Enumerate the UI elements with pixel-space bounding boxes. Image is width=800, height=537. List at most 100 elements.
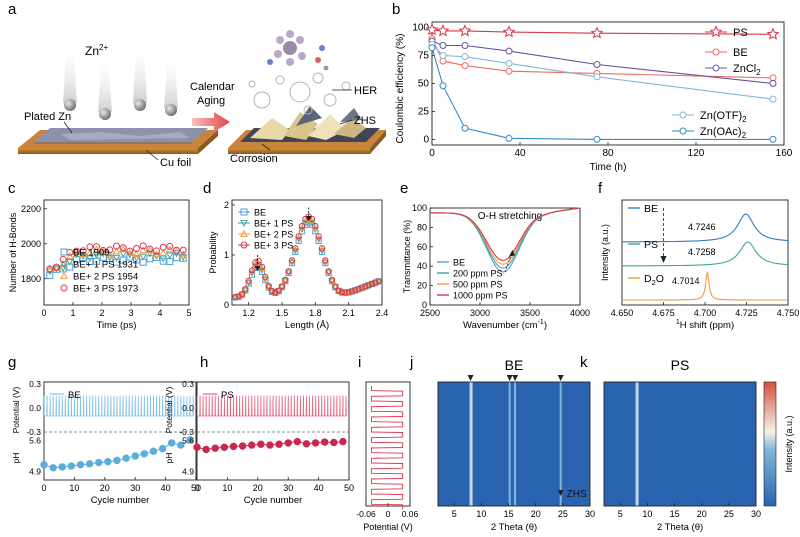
series-line-ps: [621, 241, 788, 267]
series-be3ps: [46, 242, 187, 273]
data-point: [458, 24, 472, 37]
data-point: [105, 254, 114, 262]
peak-label-be: 4.7246: [688, 222, 716, 232]
data-point: [113, 258, 120, 266]
data-point: [119, 244, 127, 252]
x-tick-label: 30: [130, 483, 140, 493]
y-tick-label: 25: [418, 106, 430, 117]
chart-f: 4.750 4.725 4.700 4.675 4.650 1H shift (ppm) I…: [600, 199, 799, 331]
x-tick-label: 3500: [520, 308, 540, 318]
x-tick-label: 10: [642, 509, 652, 519]
legend-entry: BE: [238, 208, 266, 218]
y-tick-label: 80: [417, 222, 427, 232]
data-point: [590, 26, 604, 39]
chart-title: O-H stretching: [478, 211, 542, 222]
legend-label-sub: 2: [742, 115, 747, 124]
data-point: [193, 443, 201, 451]
series-znoac2: [428, 44, 777, 143]
data-point: [342, 289, 349, 296]
data-point: [461, 41, 469, 49]
data-point: [67, 462, 76, 470]
data-point: [293, 437, 302, 446]
data-point: [712, 64, 720, 72]
y-tick-label: 60: [417, 242, 427, 252]
chart-b: 0 40 80 120 160 0 25 50 75 100 Time (h) Coulombic e…: [395, 21, 793, 173]
plot-frame: [429, 207, 581, 306]
legend-label: ZnCl2: [733, 63, 761, 77]
data-point: [315, 237, 322, 244]
x-axis-label: Time (ps): [97, 320, 137, 331]
legend-entry: BE+ 1 PS 1931: [60, 260, 138, 271]
data-point: [248, 441, 256, 449]
data-point: [76, 461, 85, 469]
legend-label: BE+ 2 PS: [254, 230, 293, 240]
data-point: [461, 124, 469, 132]
data-point: [240, 241, 248, 249]
data-point: [173, 246, 181, 254]
data-point: [330, 438, 338, 447]
her-bubbles: [248, 72, 351, 115]
data-point: [282, 276, 289, 283]
data-point: [436, 24, 450, 37]
data-point: [312, 222, 319, 230]
data-point: [59, 260, 67, 268]
data-point: [159, 243, 167, 251]
x-tick-label: -0.06: [356, 509, 376, 519]
data-point: [125, 251, 134, 259]
legend-label: BE: [733, 47, 748, 59]
aging-arrow: [192, 112, 230, 132]
cu-foil-left-edge: [18, 148, 198, 154]
data-point: [240, 220, 248, 228]
corrosion-pointer: [261, 143, 271, 151]
data-point: [85, 255, 94, 263]
chart-d: 1.2 1.5 1.8 2.1 2.4 0 1 2 Length (Å) Probability B…: [208, 199, 388, 331]
data-point: [769, 135, 777, 143]
galvanostatic-trace: [371, 386, 404, 510]
data-point: [79, 247, 87, 255]
data-point: [60, 284, 68, 292]
zn-ion-label: Zn2+: [85, 43, 108, 58]
data-point: [186, 436, 194, 444]
chart-c: 0 1 2 3 4 5 1800 2000 2200 Time (ps) Number of H-B…: [8, 199, 192, 331]
legend-label-main: Zn(OTF): [700, 110, 742, 122]
x-axis-label: Length (Å): [285, 320, 329, 331]
data-point: [240, 229, 248, 237]
y-tick-label: 75: [418, 51, 430, 62]
y-tick-label: 4.9: [29, 466, 41, 476]
legend-entry: BE+ 2 PS 1954: [60, 271, 138, 283]
legend-label: Zn(OAc)2: [700, 126, 747, 140]
y-axis-label: Intensity (a.u.): [600, 224, 610, 281]
corrosion-label: Corrosion: [230, 153, 278, 165]
y-tick-label: 0.3: [182, 379, 194, 389]
data-point: [335, 287, 342, 294]
data-point: [295, 237, 302, 244]
data-point: [166, 252, 174, 260]
data-point: [298, 222, 306, 230]
panel-letter-j: j: [409, 354, 413, 371]
data-point: [79, 254, 87, 262]
data-point: [302, 440, 311, 448]
x-tick-label: 3: [128, 308, 133, 318]
data-point: [60, 271, 68, 279]
x-tick-label: 4.725: [735, 308, 758, 318]
legend-label: BE: [68, 390, 81, 401]
series-be1ps: [45, 250, 188, 276]
data-point: [179, 250, 188, 258]
data-point: [709, 25, 723, 38]
panel-letter-h: h: [200, 354, 208, 371]
panel-letter-a: a: [8, 1, 17, 18]
data-point: [372, 279, 379, 286]
data-point: [332, 283, 339, 290]
data-point: [139, 242, 147, 250]
data-point: [505, 47, 513, 55]
trend-arrowhead-1: [254, 266, 261, 271]
data-point: [177, 441, 185, 449]
y-tick-label: 5.6: [182, 436, 194, 446]
data-point: [159, 249, 168, 256]
x-tick-label: 15: [670, 509, 680, 519]
data-point: [59, 255, 67, 263]
x-tick-label: 25: [724, 509, 734, 519]
diffraction-peak: [469, 382, 473, 506]
x-tick-label: 0.06: [402, 509, 419, 519]
data-point: [261, 274, 269, 281]
